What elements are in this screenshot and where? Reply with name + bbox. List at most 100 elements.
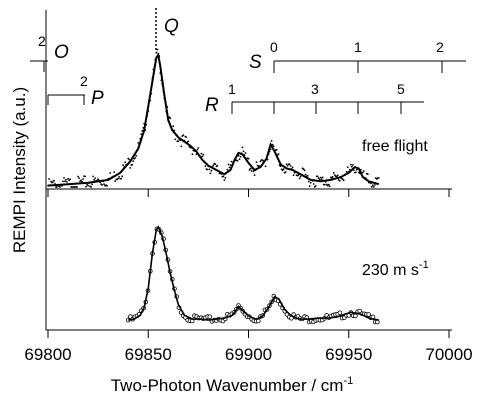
branch-o-letter: O: [54, 42, 69, 63]
free-flight-point: [216, 164, 219, 167]
free-flight-point: [239, 155, 242, 158]
free-flight-point: [87, 184, 89, 187]
free-flight-point: [286, 165, 289, 167]
free-flight-point: [63, 177, 65, 179]
free-flight-point: [129, 167, 132, 169]
free-flight-point: [284, 171, 287, 173]
free-flight-point: [275, 148, 278, 151]
free-flight-point: [327, 183, 330, 186]
branch-r-label-3: 3: [311, 81, 319, 97]
x-axis-title-superscript: -1: [343, 375, 353, 387]
free-flight-point: [354, 171, 357, 174]
free-flight-point: [298, 177, 301, 180]
free-flight-point: [299, 175, 302, 178]
free-flight-point: [67, 177, 69, 180]
free-flight-point: [214, 163, 217, 166]
free-flight-point: [224, 176, 227, 179]
free-flight-point: [134, 157, 137, 159]
free-flight-point: [304, 173, 307, 176]
free-flight-point: [308, 185, 311, 188]
230ms-point: [337, 310, 343, 316]
free-flight-point: [230, 160, 233, 163]
free-flight-point: [101, 184, 103, 186]
branch-p-marker: 2 P: [47, 73, 104, 109]
free-flight-point: [128, 158, 131, 161]
free-flight-point: [223, 179, 226, 181]
x-tick-label: 69900: [225, 345, 272, 364]
free-flight-point: [121, 175, 124, 178]
free-flight-point: [285, 163, 288, 166]
free-flight-point: [91, 183, 93, 186]
free-flight-point: [66, 181, 68, 183]
free-flight-point: [253, 174, 256, 177]
free-flight-point: [185, 136, 188, 139]
free-flight-point: [250, 170, 253, 172]
free-flight-point: [210, 169, 213, 172]
lower-panel-annotation-text: 230 m s: [362, 262, 419, 279]
free-flight-point: [226, 168, 229, 171]
branch-s-label-2: 2: [436, 39, 444, 55]
free-flight-point: [48, 178, 50, 180]
free-flight-point: [69, 178, 71, 181]
free-flight-point: [247, 157, 250, 160]
free-flight-point: [312, 183, 315, 185]
free-flight-point: [328, 185, 331, 188]
free-flight-point: [345, 170, 348, 173]
free-flight-point: [52, 181, 54, 183]
free-flight-point: [249, 167, 252, 170]
lower-panel-annotation-superscript: -1: [419, 259, 429, 271]
branch-r-label-1: 1: [228, 81, 236, 97]
free-flight-point: [59, 186, 61, 188]
free-flight-point: [196, 148, 199, 151]
free-flight-point: [124, 161, 127, 164]
free-flight-point: [317, 177, 320, 180]
y-axis-title: REMPI Intensity (a.u.): [10, 87, 29, 253]
free-flight-point: [135, 154, 138, 157]
free-flight-point: [370, 185, 373, 188]
free-flight-point: [201, 155, 204, 158]
free-flight-point: [316, 175, 319, 178]
free-flight-point: [228, 166, 231, 169]
free-flight-point: [200, 152, 203, 155]
230ms-point: [353, 313, 358, 319]
free-flight-point: [338, 179, 341, 182]
free-flight-point: [373, 184, 376, 186]
free-flight-point: [351, 164, 354, 166]
free-flight-point: [122, 164, 125, 167]
free-flight-point: [93, 179, 95, 181]
free-flight-point: [65, 178, 67, 181]
free-flight-point: [131, 163, 134, 166]
free-flight-point: [137, 142, 140, 144]
free-flight-point: [82, 178, 84, 180]
x-axis-title-text: Two-Photon Wavenumber / cm: [111, 376, 344, 395]
free-flight-point: [342, 179, 345, 182]
230ms-fit-line: [128, 225, 379, 321]
free-flight-point: [281, 169, 284, 172]
free-flight-point: [336, 174, 339, 177]
free-flight-point: [292, 174, 295, 177]
230ms-point: [207, 314, 213, 320]
free-flight-point: [202, 153, 205, 156]
free-flight-point: [302, 168, 305, 171]
free-flight-point: [366, 173, 369, 176]
x-ticks: [47, 189, 450, 338]
free-flight-point: [248, 169, 251, 171]
x-tick-label: 69850: [125, 345, 172, 364]
free-flight-point: [117, 177, 120, 180]
branch-q-marker: Q: [155, 8, 179, 52]
free-flight-point: [206, 168, 209, 171]
free-flight-point: [212, 164, 215, 167]
free-flight-point: [172, 125, 175, 128]
free-flight-point: [80, 179, 82, 182]
free-flight-point: [53, 179, 55, 182]
branch-r-marker: R 1 3 5: [205, 81, 424, 116]
free-flight-point: [350, 165, 353, 168]
free-flight-point: [282, 168, 285, 171]
branch-s-marker: S 0 1 2: [249, 39, 466, 73]
free-flight-point: [209, 172, 212, 175]
free-flight-point: [180, 145, 183, 148]
free-flight-point: [288, 163, 291, 166]
free-flight-point: [97, 178, 99, 181]
free-flight-point: [155, 51, 158, 54]
free-flight-point: [331, 175, 334, 178]
